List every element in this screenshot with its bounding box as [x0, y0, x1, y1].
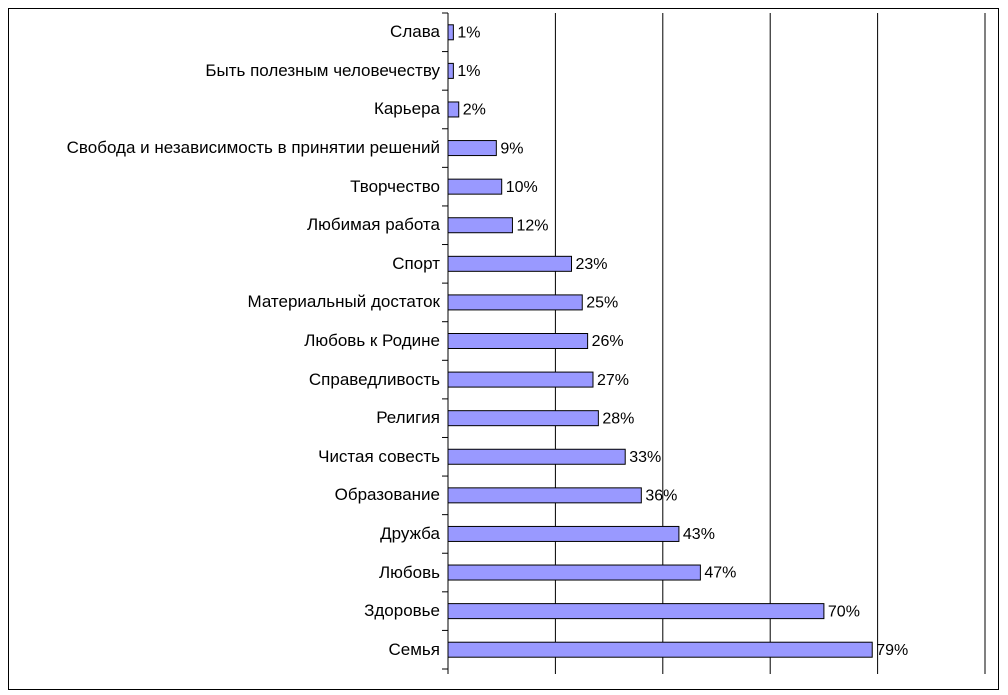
y-tick-label: Любовь к Родине	[304, 331, 440, 350]
bar	[447, 62, 454, 79]
data-label: 23%	[576, 256, 608, 273]
y-tick-label: Свобода и независимость в принятии решен…	[66, 138, 440, 158]
data-label: 9%	[500, 140, 523, 157]
data-label: 79%	[876, 642, 908, 659]
y-tick-label: Любимая работа	[307, 215, 440, 235]
y-tick-label: Дружба	[380, 523, 440, 543]
y-tick-label: Слава	[390, 22, 440, 42]
bar	[447, 525, 680, 542]
y-tick-label: Религия	[376, 408, 440, 428]
bar	[447, 371, 594, 388]
y-tick-label: Семья	[388, 639, 440, 659]
data-label: 10%	[506, 179, 538, 196]
data-label: 47%	[704, 565, 736, 582]
bar	[447, 255, 573, 272]
y-tick-label: Материальный достаток	[247, 292, 440, 312]
y-tick-label: Карьера	[373, 99, 440, 119]
data-label: 28%	[602, 410, 634, 427]
bar	[447, 603, 825, 620]
bar	[447, 140, 497, 157]
data-label: 25%	[586, 295, 618, 312]
y-tick-label: Здоровье	[364, 601, 440, 621]
data-label: 1%	[457, 25, 480, 42]
y-tick-label: Образование	[334, 485, 440, 505]
data-label: 12%	[516, 217, 548, 234]
bar	[447, 410, 599, 427]
bar	[447, 448, 626, 465]
y-tick-label: Творчество	[350, 176, 440, 196]
y-tick-label: Спорт	[392, 253, 440, 273]
y-tick-label: Справедливость	[308, 369, 440, 389]
bar	[447, 24, 454, 41]
y-tick-label: Быть полезным человечеству	[205, 60, 440, 80]
data-label: 70%	[828, 603, 860, 620]
data-label: 43%	[683, 526, 715, 543]
data-label: 26%	[592, 333, 624, 350]
y-tick-label: Чистая совесть	[318, 446, 440, 466]
data-label: 33%	[629, 449, 661, 466]
bar	[447, 333, 589, 349]
data-label: 27%	[597, 372, 629, 389]
data-label: 2%	[463, 102, 486, 119]
bar	[447, 178, 503, 195]
data-label: 36%	[645, 488, 677, 505]
bar	[447, 641, 873, 658]
bar	[447, 564, 701, 581]
bar	[447, 487, 642, 504]
chart-frame	[8, 8, 999, 690]
data-label: 1%	[457, 63, 480, 80]
bar	[447, 217, 513, 234]
bar	[447, 101, 460, 118]
y-tick-label: Любовь	[379, 562, 440, 582]
bar	[447, 294, 583, 311]
